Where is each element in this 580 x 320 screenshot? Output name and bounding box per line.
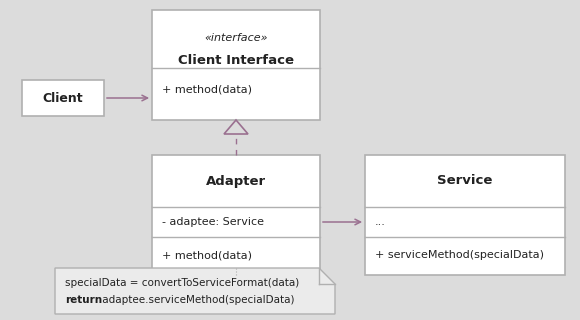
Text: - adaptee: Service: - adaptee: Service (162, 217, 264, 227)
Text: adaptee.serviceMethod(specialData): adaptee.serviceMethod(specialData) (99, 295, 295, 305)
Text: return: return (65, 295, 102, 305)
Text: Client: Client (43, 92, 84, 105)
Text: specialData = convertToServiceFormat(data): specialData = convertToServiceFormat(dat… (65, 278, 299, 288)
Bar (152, 155, 320, 275)
Text: Service: Service (437, 174, 492, 188)
Text: Client Interface: Client Interface (178, 53, 294, 67)
Text: «interface»: «interface» (204, 33, 268, 43)
Text: + serviceMethod(specialData): + serviceMethod(specialData) (375, 250, 544, 260)
Text: ...: ... (375, 217, 386, 227)
Polygon shape (55, 268, 335, 314)
Bar (22, 80, 104, 116)
Text: + method(data): + method(data) (162, 250, 252, 260)
Bar (152, 10, 320, 120)
Text: Adapter: Adapter (206, 174, 266, 188)
Text: + method(data): + method(data) (162, 84, 252, 94)
Polygon shape (224, 120, 248, 134)
Bar (365, 155, 565, 275)
